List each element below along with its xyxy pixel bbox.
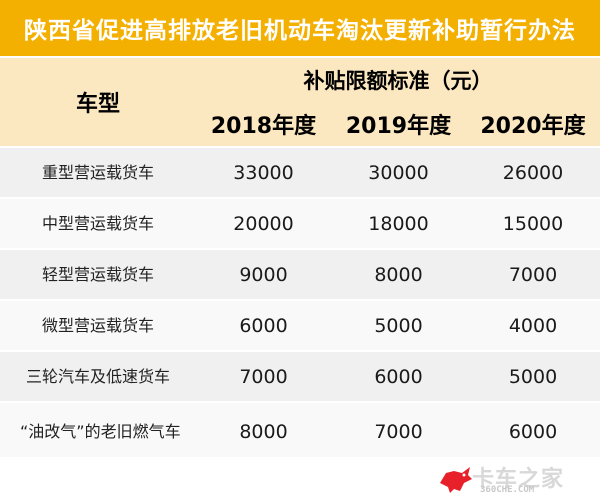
bull-logo-icon xyxy=(440,467,472,493)
column-header-model: 车型 xyxy=(75,92,120,117)
table-row: 三轮汽车及低速货车 7000 6000 5000 xyxy=(0,350,600,401)
column-header-year: 2018年度 xyxy=(210,113,317,139)
amount-cell: 7000 xyxy=(374,421,423,443)
page-title: 陕西省促进高排放老旧机动车淘汰更新补助暂行办法 xyxy=(0,0,600,58)
table-row: “油改气”的老旧燃气车 8000 7000 6000 xyxy=(0,401,600,461)
vehicle-type-cell: 微型营运载货车 xyxy=(41,315,154,335)
amount-cell: 20000 xyxy=(233,212,294,235)
column-header-year: 2019年度 xyxy=(345,113,452,139)
amount-cell: 8000 xyxy=(239,421,288,443)
watermark-url: 360CHE.COM xyxy=(480,485,535,495)
amount-cell: 9000 xyxy=(239,263,288,286)
vehicle-type-cell: 中型营运载货车 xyxy=(41,213,154,233)
amount-cell: 4000 xyxy=(508,314,558,337)
amount-cell: 6000 xyxy=(239,314,288,337)
amount-cell: 18000 xyxy=(368,212,429,235)
table-header: 车型 补贴限额标准（元） 2018年度 2019年度 2020年度 xyxy=(0,58,600,146)
amount-cell: 7000 xyxy=(239,365,288,388)
amount-cell: 6000 xyxy=(508,421,558,443)
column-header-year: 2020年度 xyxy=(480,113,586,139)
vehicle-type-cell: 重型营运载货车 xyxy=(41,162,154,182)
vehicle-type-cell: 轻型营运载货车 xyxy=(41,264,154,284)
column-header-subsidy-standard: 补贴限额标准（元） xyxy=(303,68,493,93)
footer: 卡车之家 360CHE.COM xyxy=(0,457,600,501)
amount-cell: 6000 xyxy=(374,365,423,388)
watermark-name: 卡车之家 xyxy=(472,467,565,492)
amount-cell: 5000 xyxy=(374,314,423,337)
amount-cell: 8000 xyxy=(374,263,423,286)
table-row: 中型营运载货车 20000 18000 15000 xyxy=(0,197,600,248)
table-row: 轻型营运载货车 9000 8000 7000 xyxy=(0,248,600,299)
amount-cell: 15000 xyxy=(502,212,564,235)
amount-cell: 33000 xyxy=(233,161,294,184)
amount-cell: 5000 xyxy=(508,365,558,388)
amount-cell: 26000 xyxy=(502,161,564,184)
amount-cell: 30000 xyxy=(368,161,429,184)
table-body: 重型营运载货车 33000 30000 26000 中型营运载货车 20000 … xyxy=(0,146,600,461)
watermark-logo: 卡车之家 360CHE.COM xyxy=(436,459,596,499)
table-row: 重型营运载货车 33000 30000 26000 xyxy=(0,146,600,197)
table-row: 微型营运载货车 6000 5000 4000 xyxy=(0,299,600,350)
amount-cell: 7000 xyxy=(508,263,558,286)
vehicle-type-cell: 三轮汽车及低速货车 xyxy=(25,366,170,386)
vehicle-type-cell: “油改气”的老旧燃气车 xyxy=(20,422,181,441)
